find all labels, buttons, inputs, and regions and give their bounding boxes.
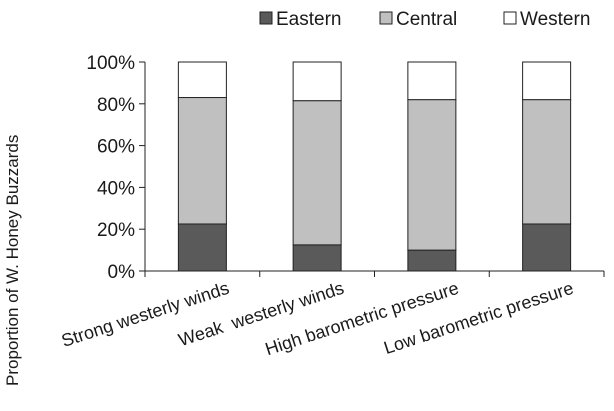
legend-swatch-eastern [259, 11, 273, 25]
y-axis: 0% 20% 40% 60% 80% 100% [86, 53, 146, 283]
bars [177, 61, 572, 272]
y-tick-label: 40% [97, 178, 135, 199]
bar-segment-western [292, 61, 342, 102]
bar-segment-western [522, 61, 572, 101]
bar-segment-eastern [292, 244, 342, 272]
y-tick-label: 20% [97, 220, 135, 241]
y-tick-label: 100% [86, 53, 135, 74]
legend-swatch-western [503, 11, 517, 25]
y-tick-label: 60% [97, 137, 135, 158]
bar-segment-eastern [407, 249, 457, 272]
bar-segment-western [407, 61, 457, 101]
legend-label-western: Western [520, 9, 590, 30]
bar-stack [407, 61, 457, 272]
bar-segment-western [177, 61, 227, 99]
legend-label-eastern: Eastern [276, 9, 341, 30]
bar-segment-central [522, 99, 572, 225]
bar-segment-eastern [177, 223, 227, 272]
bar-stack [292, 61, 342, 272]
legend-swatch-central [379, 11, 393, 25]
y-tick-label: 0% [108, 262, 136, 283]
bar-segment-central [407, 99, 457, 251]
legend: Eastern Central Western [259, 9, 590, 30]
category-label: Low barometric pressure [381, 278, 576, 358]
bar-segment-eastern [522, 223, 572, 272]
bar-segment-central [177, 97, 227, 225]
legend-label-central: Central [396, 9, 457, 30]
category-label: High barometric pressure [263, 278, 461, 359]
x-axis [144, 270, 605, 277]
bar-stack [522, 61, 572, 272]
bar-segment-central [292, 100, 342, 246]
y-axis-title: Proportion of W. Honey Buzzards [3, 135, 22, 386]
y-tick-label: 80% [97, 95, 135, 116]
bar-stack [177, 61, 227, 272]
